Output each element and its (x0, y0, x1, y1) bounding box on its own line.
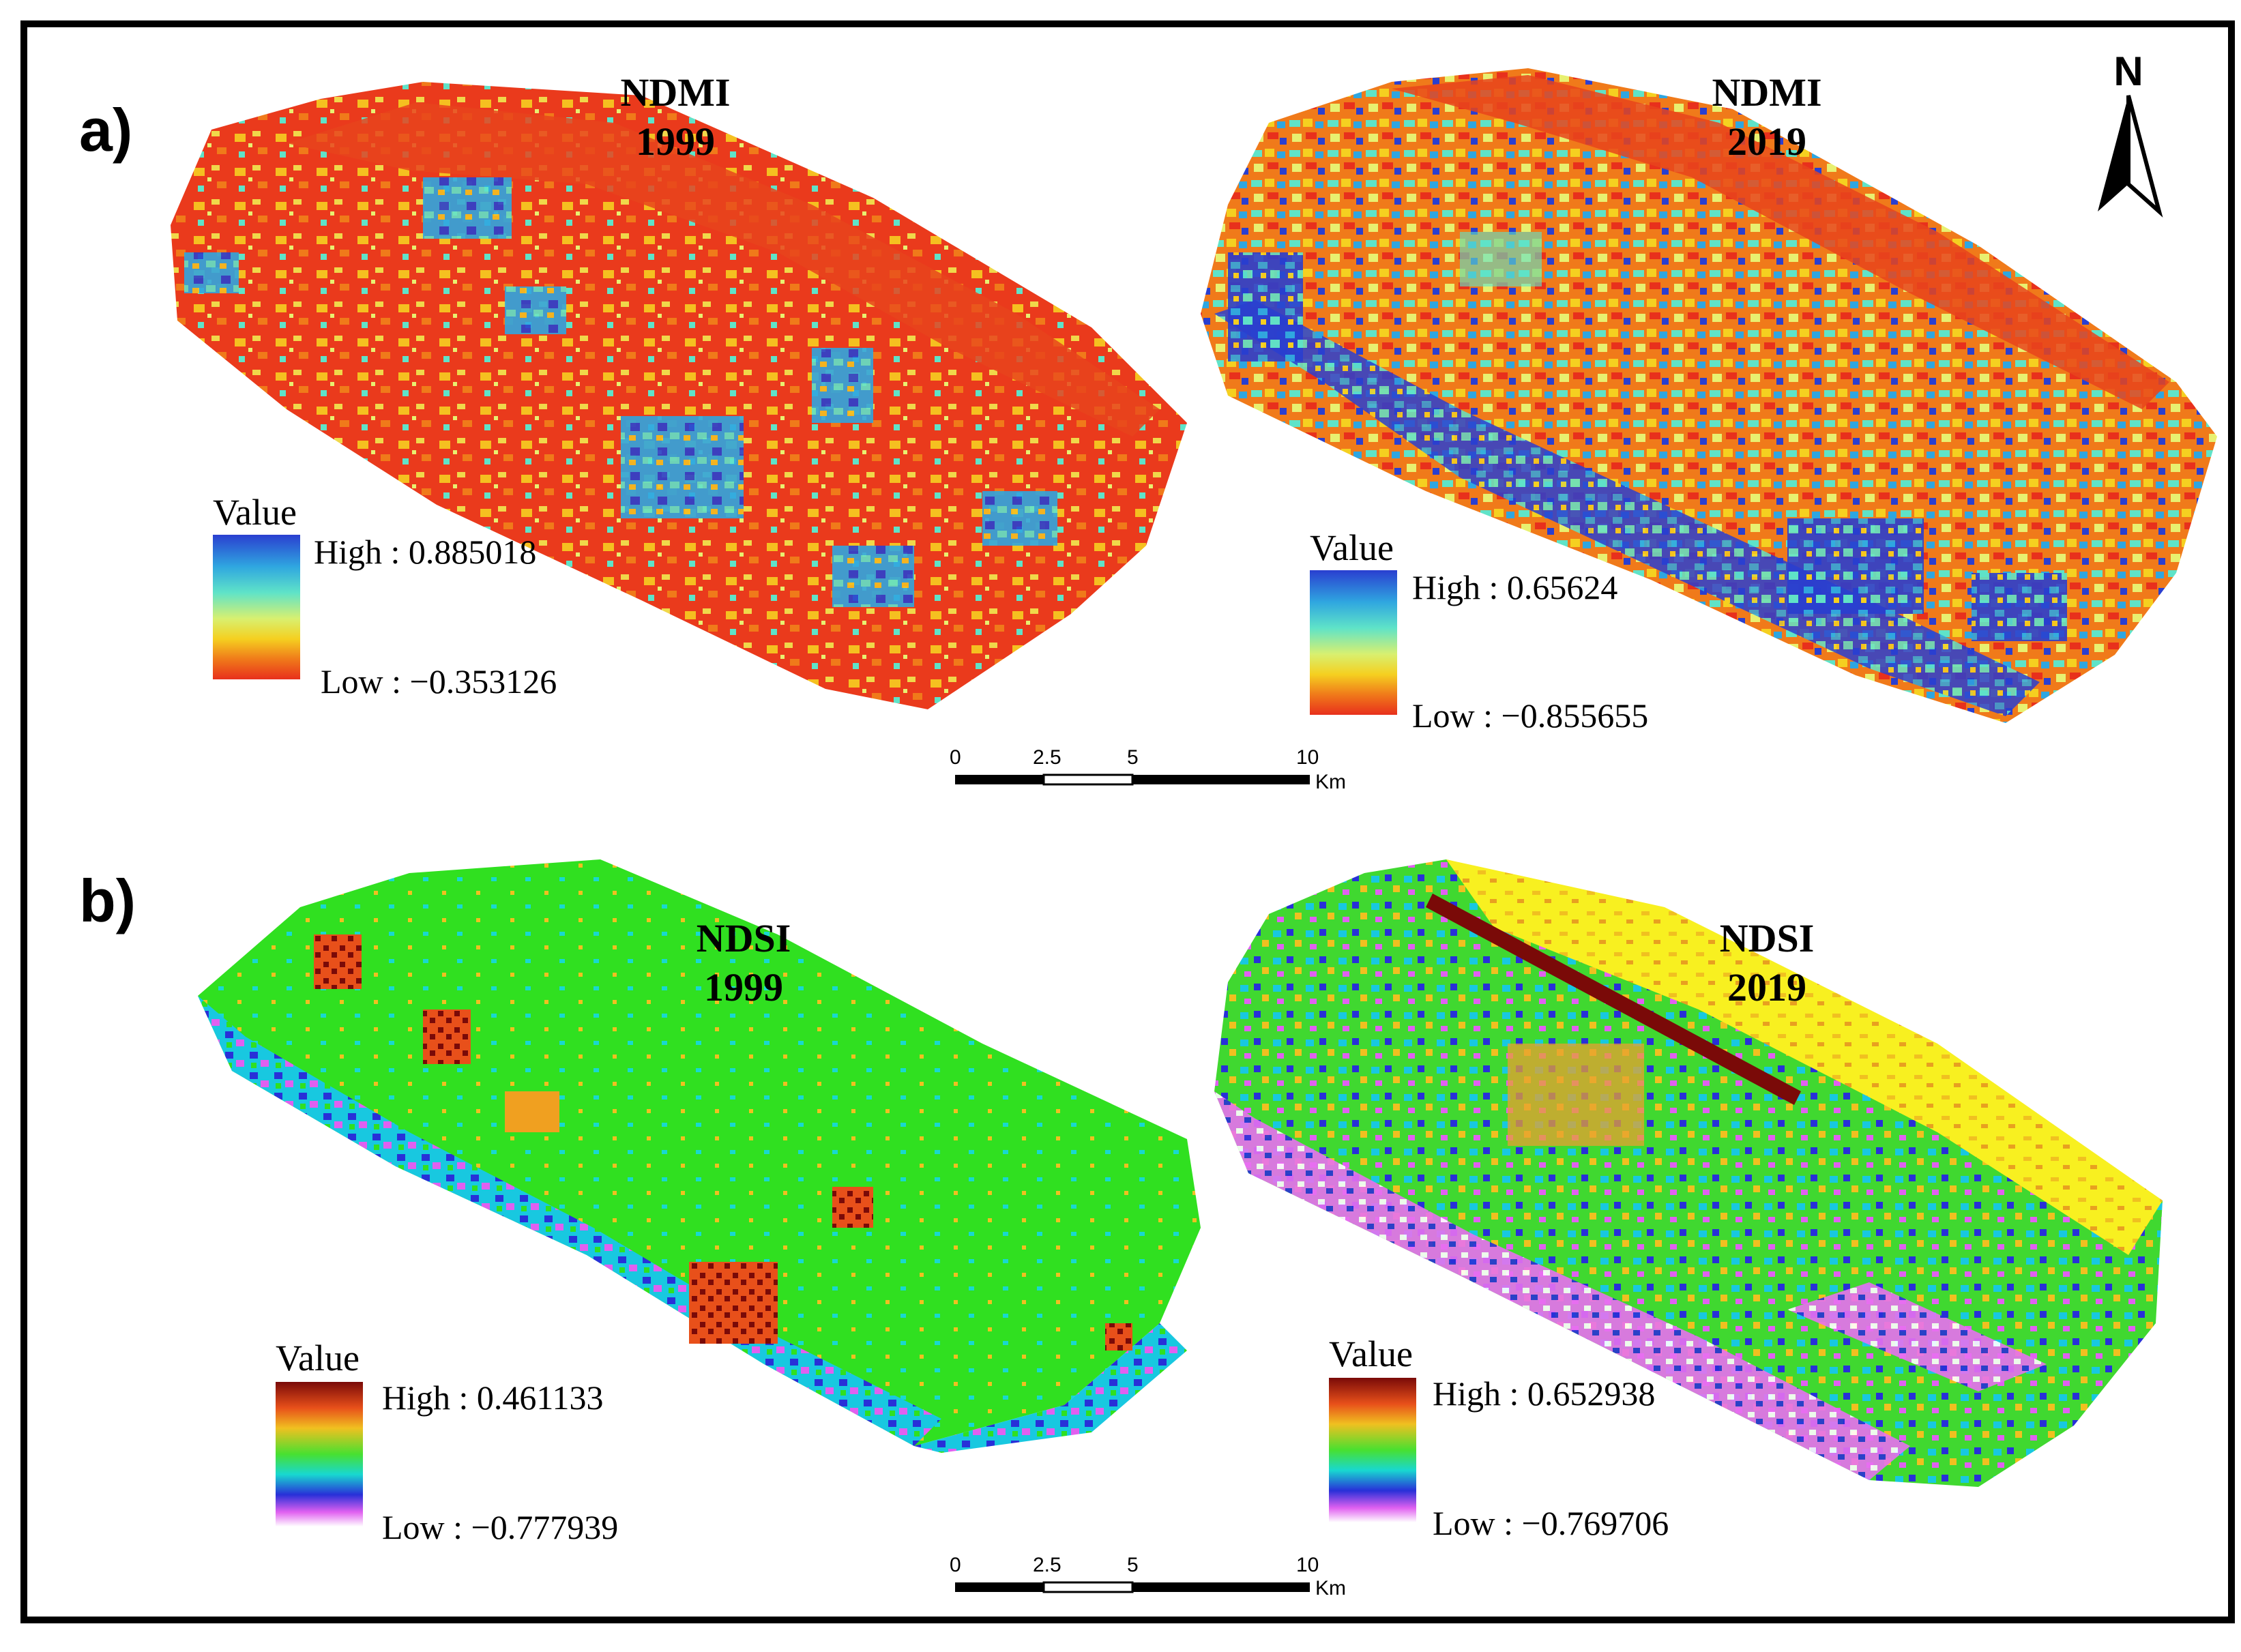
scale-bar-b: 0 2.5 5 10 Km (941, 1554, 1351, 1617)
scale-tick: 5 (1127, 1554, 1139, 1576)
north-arrow-label: N (2113, 48, 2143, 94)
map-index: NDSI (1719, 916, 1815, 960)
legend-low-ndsi-2019: Low : −0.769706 (1433, 1504, 1669, 1542)
map-index: NDSI (696, 916, 791, 960)
legend-title-ndsi-2019: Value (1329, 1333, 1413, 1374)
map-year: 1999 (636, 119, 715, 164)
map-title-ndmi-2019: NDMI 2019 (1630, 68, 1903, 166)
map-title-ndmi-1999: NDMI 1999 (539, 68, 812, 166)
legend-high-ndsi-1999: High : 0.461133 (382, 1378, 604, 1417)
scale-tick: 0 (950, 746, 961, 769)
legend-ramp-ndsi-1999 (276, 1382, 363, 1526)
map-index: NDMI (1712, 70, 1822, 115)
legend-high-ndsi-2019: High : 0.652938 (1433, 1374, 1656, 1413)
map-title-ndsi-1999: NDSI 1999 (607, 914, 880, 1012)
panel-label-a: a) (79, 96, 133, 164)
map-title-ndsi-2019: NDSI 2019 (1630, 914, 1903, 1012)
scale-bar-graphic (955, 773, 1310, 786)
map-year: 1999 (704, 965, 783, 1009)
scale-tick: 10 (1296, 1554, 1319, 1576)
scale-tick: 5 (1127, 746, 1139, 769)
scale-tick: 0 (950, 1554, 961, 1576)
map-year: 2019 (1727, 965, 1806, 1009)
legend-low-ndmi-2019: Low : −0.855655 (1412, 696, 1649, 735)
legend-low-ndmi-1999: Low : −0.353126 (321, 662, 557, 700)
map-ndsi-1999 (198, 859, 1201, 1453)
legend-low-ndsi-1999: Low : −0.777939 (382, 1508, 619, 1546)
legend-ramp-ndsi-2019 (1329, 1378, 1416, 1522)
scale-tick: 2.5 (1033, 1554, 1061, 1576)
legend-title-ndsi-1999: Value (276, 1338, 360, 1378)
map-ndmi-2019 (1201, 68, 2217, 723)
scale-bar-a: 0 2.5 5 10 Km (941, 743, 1351, 798)
map-year: 2019 (1727, 119, 1806, 164)
scale-tick: 10 (1296, 746, 1319, 769)
north-arrow-icon (2098, 95, 2163, 218)
panel-label-b: b) (79, 867, 136, 934)
scale-tick: 2.5 (1033, 746, 1061, 769)
map-ndmi-1999 (171, 82, 1187, 709)
legend-high-ndmi-1999: High : 0.885018 (314, 533, 537, 571)
map-ndsi-2019 (1214, 859, 2163, 1487)
legend-ramp-ndmi-2019 (1310, 570, 1397, 715)
legend-title-ndmi-2019: Value (1310, 527, 1394, 568)
legend-ramp-ndmi-1999 (213, 535, 300, 679)
figure-frame: a) (20, 20, 2235, 1623)
legend-high-ndmi-2019: High : 0.65624 (1412, 568, 1618, 606)
scale-bar-graphic (955, 1581, 1310, 1593)
legend-title-ndmi-1999: Value (213, 492, 297, 533)
scale-unit: Km (1315, 771, 1346, 793)
map-index: NDMI (620, 70, 731, 115)
scale-unit: Km (1315, 1577, 1346, 1599)
